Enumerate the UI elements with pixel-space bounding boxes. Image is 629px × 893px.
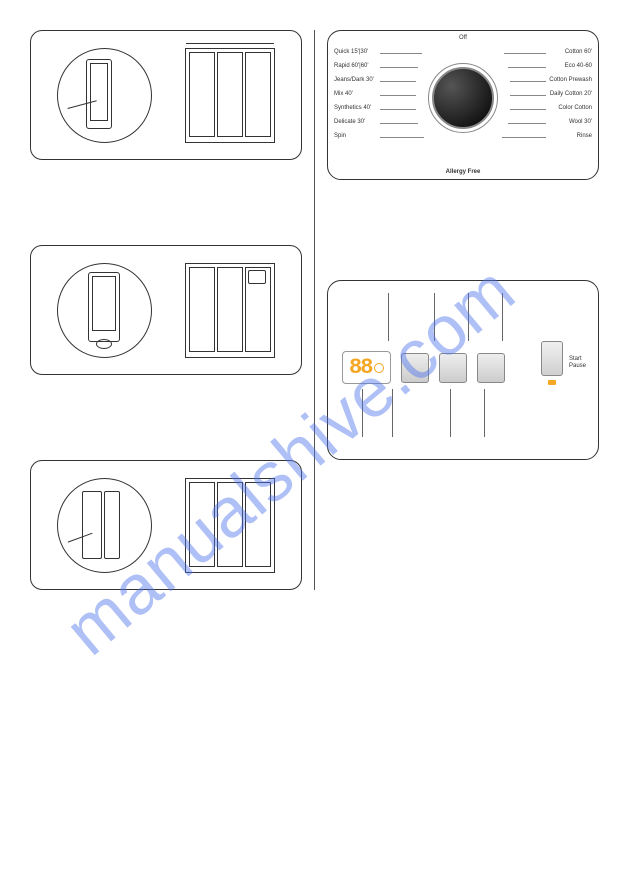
dial-left-0: Quick 15'|30'	[334, 49, 368, 55]
callout-line	[450, 389, 451, 437]
detergent-insert-circle-1	[57, 48, 152, 143]
dial-left-3: Mix 40'	[334, 91, 353, 97]
manual-page: Off Quick 15'|30' Rapid 60'|60' Jeans/Da…	[0, 0, 629, 620]
dial-left-1: Rapid 60'|60'	[334, 63, 369, 69]
dial-right-1: Eco 40-60	[565, 63, 592, 69]
detergent-drawer-2	[185, 263, 275, 358]
callout-line	[468, 293, 469, 341]
program-dial[interactable]	[432, 67, 494, 129]
control-panel: 88 Start Pause	[327, 280, 599, 460]
detergent-insert-circle-2	[57, 263, 152, 358]
option-button-2[interactable]	[439, 353, 467, 383]
dial-right-4: Color Cotton	[558, 105, 592, 111]
dial-right-6: Rinse	[577, 133, 592, 139]
clock-icon	[374, 363, 384, 373]
column-divider	[314, 30, 315, 590]
dial-left-4: Synthetics 40'	[334, 105, 371, 111]
dial-right-3: Daily Cotton 20'	[550, 91, 592, 97]
dial-left-5: Delicate 30'	[334, 119, 365, 125]
callout-line	[484, 389, 485, 437]
diagram-box-1	[30, 30, 302, 160]
dial-right-5: Wool 30'	[569, 119, 592, 125]
callout-line	[392, 389, 393, 437]
detergent-insert-circle-3	[57, 478, 152, 573]
start-pause-led	[548, 380, 556, 385]
dial-off-label: Off	[459, 35, 467, 41]
option-button-3[interactable]	[477, 353, 505, 383]
left-column	[30, 30, 302, 590]
right-column: Off Quick 15'|30' Rapid 60'|60' Jeans/Da…	[327, 30, 599, 590]
detergent-drawer-3	[185, 478, 275, 573]
option-button-1[interactable]	[401, 353, 429, 383]
diagram-box-3	[30, 460, 302, 590]
dial-left-2: Jeans/Dark 30'	[334, 77, 374, 83]
callout-line	[388, 293, 389, 341]
dial-right-0: Cotton 60'	[565, 49, 592, 55]
program-dial-panel: Off Quick 15'|30' Rapid 60'|60' Jeans/Da…	[327, 30, 599, 180]
detergent-drawer-1	[185, 48, 275, 143]
start-pause-label: Start Pause	[569, 356, 586, 370]
callout-line	[502, 293, 503, 341]
diagram-box-2	[30, 245, 302, 375]
start-pause-button[interactable]	[541, 341, 563, 376]
time-display: 88	[342, 351, 391, 384]
callout-line	[434, 293, 435, 341]
display-digits: 88	[349, 355, 371, 380]
dial-left-6: Spin	[334, 133, 346, 139]
callout-line	[362, 389, 363, 437]
dial-allergy-label: Allergy Free	[446, 169, 481, 175]
dial-right-2: Cotton Prewash	[549, 77, 592, 83]
